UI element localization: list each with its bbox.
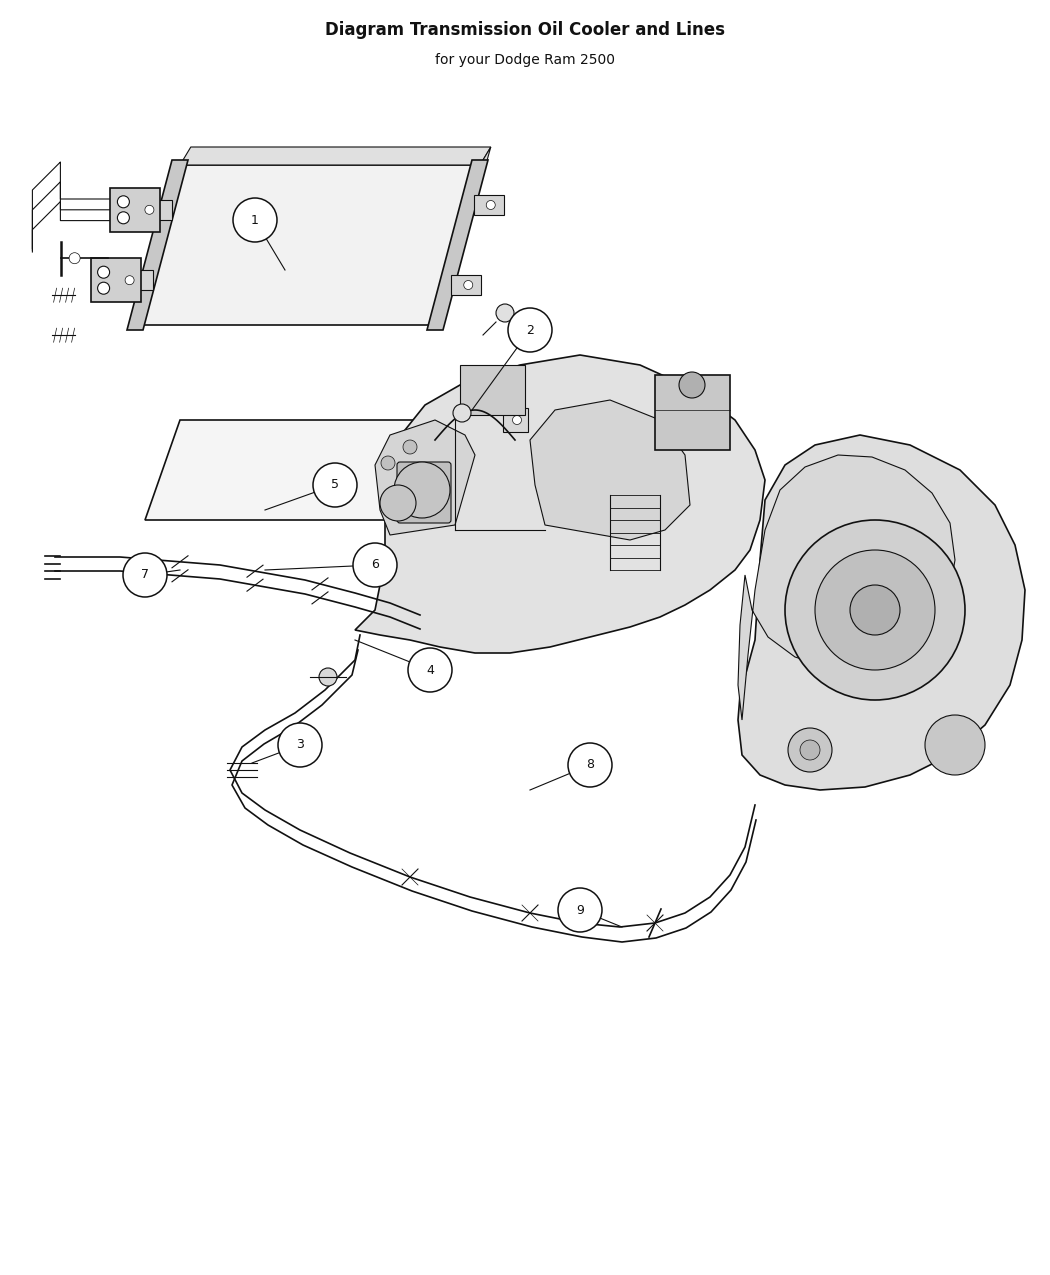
FancyBboxPatch shape: [655, 375, 730, 450]
Circle shape: [125, 275, 134, 284]
Text: 9: 9: [576, 904, 584, 917]
Circle shape: [145, 205, 154, 214]
Text: 8: 8: [586, 759, 594, 771]
Circle shape: [558, 887, 602, 932]
Circle shape: [69, 252, 80, 264]
Polygon shape: [132, 200, 172, 219]
Circle shape: [453, 404, 471, 422]
Polygon shape: [112, 270, 152, 291]
Text: for your Dodge Ram 2500: for your Dodge Ram 2500: [435, 54, 615, 68]
Circle shape: [394, 462, 450, 518]
Polygon shape: [110, 187, 161, 232]
Text: 4: 4: [426, 663, 434, 677]
Polygon shape: [90, 259, 141, 302]
Circle shape: [464, 280, 473, 289]
Polygon shape: [375, 419, 475, 536]
Circle shape: [233, 198, 277, 242]
Polygon shape: [135, 164, 480, 325]
Polygon shape: [530, 400, 690, 541]
Polygon shape: [435, 147, 490, 325]
Text: 5: 5: [331, 478, 339, 491]
Polygon shape: [738, 455, 956, 720]
Polygon shape: [180, 147, 490, 164]
Circle shape: [118, 212, 129, 224]
Circle shape: [512, 416, 522, 425]
Circle shape: [508, 309, 552, 352]
Circle shape: [496, 303, 514, 323]
Circle shape: [408, 648, 452, 692]
Polygon shape: [738, 435, 1025, 790]
Text: 7: 7: [141, 569, 149, 581]
Circle shape: [98, 282, 109, 295]
Circle shape: [815, 550, 934, 669]
Circle shape: [98, 266, 109, 278]
Polygon shape: [474, 195, 504, 215]
Circle shape: [123, 553, 167, 597]
Circle shape: [850, 585, 900, 635]
FancyBboxPatch shape: [397, 462, 451, 523]
Circle shape: [381, 456, 395, 470]
Text: 2: 2: [526, 324, 534, 337]
Circle shape: [118, 196, 129, 208]
Circle shape: [568, 743, 612, 787]
Circle shape: [925, 715, 985, 775]
Circle shape: [785, 520, 965, 700]
Text: 6: 6: [371, 558, 379, 571]
Polygon shape: [127, 159, 188, 330]
Polygon shape: [355, 354, 765, 653]
Text: 1: 1: [251, 213, 259, 227]
Polygon shape: [145, 419, 500, 520]
Circle shape: [679, 372, 705, 398]
Circle shape: [486, 200, 496, 209]
Polygon shape: [503, 408, 528, 432]
FancyBboxPatch shape: [460, 365, 525, 414]
Polygon shape: [427, 159, 488, 330]
Circle shape: [313, 463, 357, 507]
Circle shape: [800, 740, 820, 760]
Circle shape: [278, 723, 322, 768]
Text: Diagram Transmission Oil Cooler and Lines: Diagram Transmission Oil Cooler and Line…: [326, 20, 724, 40]
Circle shape: [403, 440, 417, 454]
Polygon shape: [452, 275, 481, 295]
Text: 3: 3: [296, 738, 303, 751]
Circle shape: [380, 484, 416, 521]
Circle shape: [319, 668, 337, 686]
Circle shape: [353, 543, 397, 586]
Circle shape: [788, 728, 832, 771]
